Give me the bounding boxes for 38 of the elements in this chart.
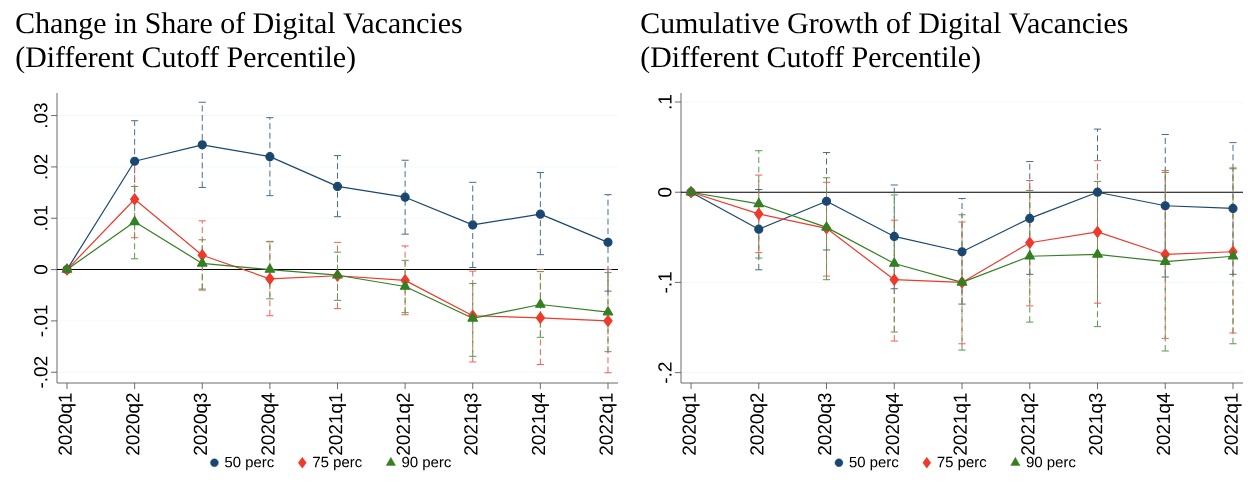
y-tick-label: .03 [34,103,48,128]
x-tick-label: 2020q1 [682,393,700,455]
legend-label: 90 perc [1026,456,1076,471]
y-tick-label: .02 [34,154,48,179]
y-tick-label: .01 [34,206,48,230]
x-tick-label: 2021q4 [531,393,549,455]
x-tick-label: 2021q3 [1088,393,1107,455]
x-tick-label: 2020q2 [126,393,144,455]
y-tick-label: -.01 [34,305,48,337]
x-tick-label: 2021q1 [953,393,971,455]
x-tick-label: 2020q4 [885,393,903,455]
chart-subtitle: (Different Cutoff Percentile) [16,45,355,74]
y-tick-label: 0 [658,187,672,197]
x-tick-label: 2020q2 [750,393,768,455]
x-tick-label: 2021q3 [464,393,482,455]
legend-label: 75 perc [313,456,362,471]
x-tick-label: 2020q3 [817,393,836,455]
y-tick-label: 0 [34,265,48,275]
y-tick-label: -.02 [34,356,48,388]
x-tick-label: 2021q4 [1156,393,1174,455]
y-tick-label: .1 [658,95,672,109]
x-tick-label: 2020q1 [58,393,76,455]
x-tick-label: 2022q1 [1224,393,1242,455]
chart-title: Change in Share of Digital Vacancies [16,11,462,40]
y-tick-label: -.1 [658,272,672,293]
legend-label: 50 perc [849,456,899,471]
y-tick-label: -.2 [658,362,672,383]
x-tick-label: 2021q1 [328,393,347,455]
x-tick-label: 2021q2 [396,393,414,455]
chart-subtitle: (Different Cutoff Percentile) [641,45,980,74]
legend-label: 90 perc [402,456,451,471]
x-tick-label: 2020q4 [261,393,279,455]
x-tick-label: 2022q1 [599,393,617,455]
x-tick-label: 2020q3 [193,393,211,455]
legend-label: 50 perc [225,456,274,471]
legend-label: 75 perc [937,456,987,471]
x-tick-label: 2021q2 [1021,393,1039,455]
chart-title: Cumulative Growth of Digital Vacancies [641,11,1128,40]
